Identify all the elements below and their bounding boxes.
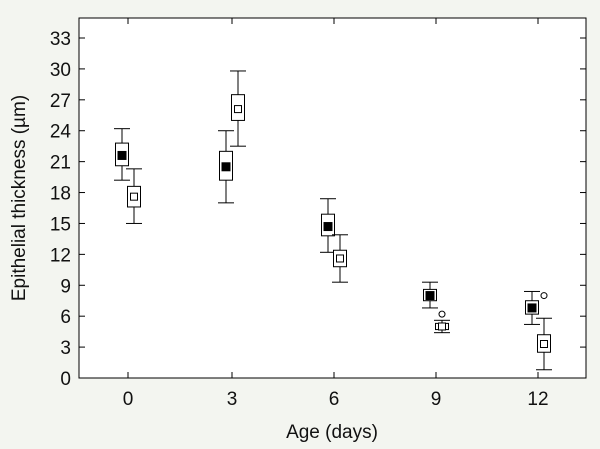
median-marker — [336, 254, 344, 263]
y-tick-label: 27 — [50, 91, 71, 112]
y-tick-label: 18 — [50, 184, 71, 205]
y-tick-label: 12 — [50, 245, 71, 266]
x-tick-label: 0 — [123, 389, 134, 410]
box-item — [524, 290, 540, 325]
median-marker — [438, 322, 446, 331]
x-axis-ticks: 0 3 6 9 12 — [123, 18, 549, 410]
outlier-point — [438, 310, 446, 318]
box-item — [332, 234, 348, 283]
box-item — [218, 130, 234, 204]
y-tick-label: 24 — [50, 122, 72, 143]
x-tick-label: 3 — [227, 389, 238, 410]
box-item — [434, 310, 450, 334]
y-tick-label: 30 — [50, 60, 71, 81]
median-marker — [527, 303, 537, 313]
y-axis-ticks: 0 3 6 9 12 15 18 21 24 27 30 33 — [50, 29, 586, 390]
y-tick-label: 3 — [60, 338, 71, 359]
y-tick-label: 6 — [60, 307, 71, 328]
box-item — [126, 168, 142, 224]
median-marker — [130, 192, 138, 201]
y-tick-label: 0 — [60, 369, 71, 390]
box-item — [114, 128, 130, 181]
outlier-point — [540, 292, 548, 300]
y-axis-label: Epithelial thickness (µm) — [9, 95, 30, 301]
x-axis-label: Age (days) — [286, 422, 378, 443]
y-tick-label: 21 — [50, 153, 71, 174]
median-marker — [323, 222, 333, 232]
y-tick-label: 9 — [60, 276, 71, 297]
median-marker — [234, 105, 242, 114]
box-item — [320, 198, 336, 253]
x-tick-label: 12 — [527, 389, 548, 410]
y-tick-label: 33 — [50, 29, 71, 50]
plot-area — [78, 17, 587, 379]
median-marker — [221, 162, 231, 172]
box-item — [422, 281, 438, 309]
box-item — [230, 70, 246, 147]
box-item — [536, 292, 552, 371]
median-marker — [540, 340, 548, 348]
box-series — [114, 70, 552, 371]
median-marker — [425, 291, 435, 301]
y-tick-label: 15 — [50, 214, 71, 235]
x-tick-label: 6 — [329, 389, 340, 410]
x-tick-label: 9 — [431, 389, 442, 410]
median-marker — [117, 150, 127, 160]
